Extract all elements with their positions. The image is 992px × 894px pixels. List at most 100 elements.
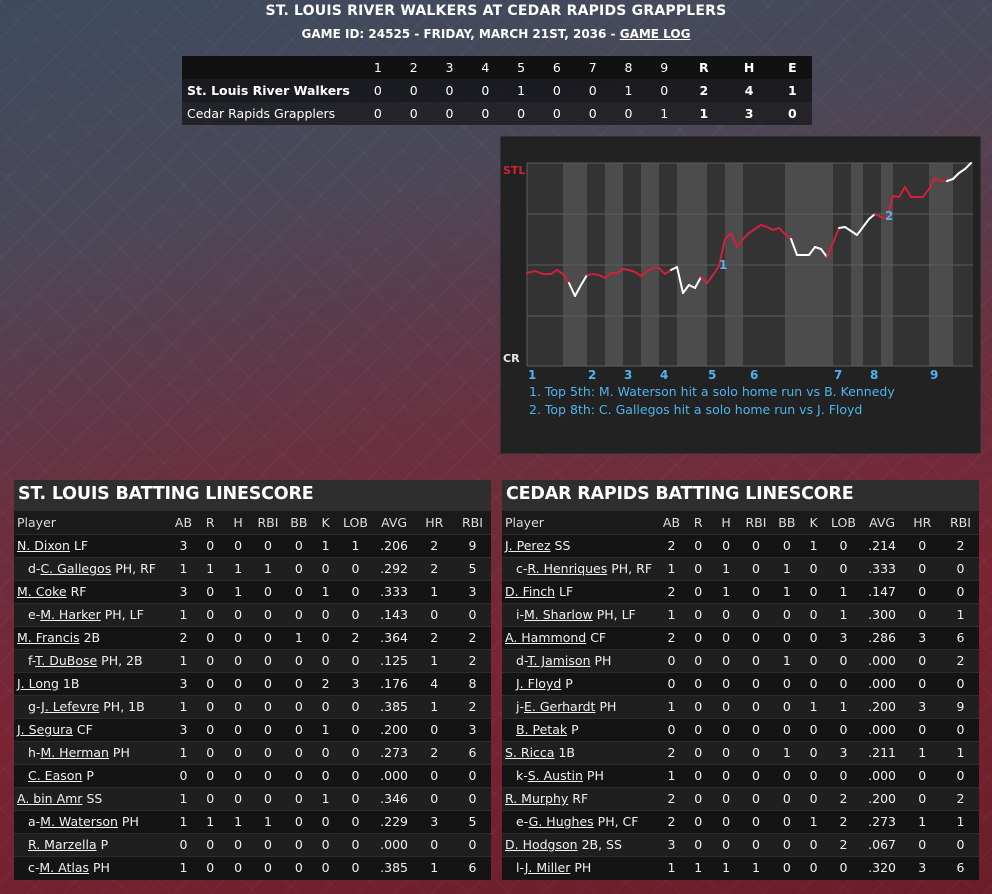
inning-score: 0 bbox=[574, 102, 611, 125]
stat-cell: 0 bbox=[313, 809, 338, 833]
batter-cell: d-C. Gallegos PH, RF bbox=[14, 556, 171, 580]
stat-cell: 2 bbox=[658, 625, 685, 649]
player-name-link[interactable]: S. Ricca bbox=[505, 745, 555, 760]
stat-cell: 0 bbox=[771, 809, 802, 833]
stat-cell: 0 bbox=[941, 717, 979, 741]
stat-cell: 2 bbox=[414, 625, 454, 649]
stat-column-header[interactable]: BB bbox=[771, 511, 802, 534]
player-column-header[interactable]: Player bbox=[14, 511, 171, 534]
player-name-link[interactable]: E. Gerhardt bbox=[523, 699, 596, 714]
stat-cell: 2 bbox=[453, 625, 491, 649]
player-name-link[interactable]: J. Segura bbox=[17, 722, 73, 737]
batter-row: M. Coke RF 3 0 1 0 0 1 0.333 1 3 bbox=[14, 579, 491, 603]
stat-column-header[interactable]: R bbox=[684, 511, 713, 534]
stat-cell: 0 bbox=[801, 717, 826, 741]
page-header: ST. LOUIS RIVER WALKERS AT CEDAR RAPIDS … bbox=[0, 3, 992, 41]
linescore-col-header: 4 bbox=[467, 56, 504, 79]
stat-cell: 0 bbox=[739, 809, 772, 833]
game-log-link[interactable]: GAME LOG bbox=[619, 27, 691, 41]
stat-column-header[interactable]: RBI bbox=[453, 511, 491, 534]
player-name-link[interactable]: N. Dixon bbox=[17, 538, 70, 553]
player-name-link[interactable]: M. Atlas bbox=[39, 860, 89, 876]
win-probability-segment bbox=[598, 274, 606, 279]
player-name-link[interactable]: J. Perez bbox=[505, 538, 551, 553]
inning-score: 0 bbox=[395, 79, 432, 102]
win-probability-segment bbox=[670, 266, 678, 271]
player-name-link[interactable]: B. Petak bbox=[516, 722, 568, 737]
away-batting-panel: ST. LOUIS BATTING LINESCORE Player AB R H RB… bbox=[14, 480, 491, 880]
player-name-link[interactable]: J. Lefevre bbox=[41, 699, 100, 714]
player-position: 2B, SS bbox=[581, 837, 622, 852]
stat-column-header[interactable]: LOB bbox=[825, 511, 862, 534]
player-name-link[interactable]: J. Floyd bbox=[516, 676, 562, 691]
player-name-link[interactable]: M. Harker bbox=[40, 607, 101, 622]
stat-cell: 1 bbox=[170, 648, 197, 672]
player-name-link[interactable]: A. Hammond bbox=[505, 630, 587, 645]
stat-cell: 0 bbox=[684, 694, 713, 718]
stat-cell: 1 bbox=[771, 740, 802, 764]
inning-score: 0 bbox=[538, 102, 575, 125]
stat-column-header[interactable]: H bbox=[712, 511, 740, 534]
stat-cell: 2 bbox=[825, 809, 862, 833]
win-probability-segment bbox=[886, 195, 894, 220]
stat-column-header[interactable]: BB bbox=[283, 511, 314, 534]
player-name-link[interactable]: J. Long bbox=[17, 676, 59, 691]
player-column-header[interactable]: Player bbox=[502, 511, 659, 534]
player-name-link[interactable]: M. Waterson bbox=[40, 814, 118, 829]
player-name-link[interactable]: G. Hughes bbox=[528, 814, 594, 829]
batter-row: S. Ricca 1B 2 0 0 0 1 0 3.211 1 1 bbox=[502, 740, 979, 764]
win-probability-segment bbox=[622, 268, 630, 271]
stat-column-header[interactable]: AB bbox=[170, 511, 197, 534]
player-name-link[interactable]: T. DuBose bbox=[35, 653, 98, 668]
player-position: 2B bbox=[83, 630, 101, 645]
inning-score: 0 bbox=[610, 102, 647, 125]
stat-column-header[interactable]: AB bbox=[658, 511, 685, 534]
batter-row: A. Hammond CF 2 0 0 0 0 0 3.286 3 6 bbox=[502, 625, 979, 649]
stat-column-header[interactable]: RBI bbox=[739, 511, 772, 534]
player-name-link[interactable]: T. Jamison bbox=[527, 653, 591, 668]
player-name-link[interactable]: M. Herman bbox=[40, 745, 109, 760]
player-name-link[interactable]: D. Finch bbox=[505, 584, 556, 599]
player-position: SS bbox=[86, 791, 103, 806]
player-name-link[interactable]: C. Eason bbox=[28, 768, 83, 783]
player-position: CF bbox=[76, 722, 93, 737]
player-name-link[interactable]: S. Austin bbox=[527, 768, 583, 783]
player-name-link[interactable]: A. bin Amr bbox=[17, 791, 83, 806]
stat-cell: 1 bbox=[825, 602, 862, 626]
stat-cell: 0 bbox=[771, 786, 802, 810]
player-name-link[interactable]: M. Sharlow bbox=[523, 607, 593, 622]
stat-column-header[interactable]: LOB bbox=[337, 511, 374, 534]
stat-column-header[interactable]: AVG bbox=[861, 511, 903, 534]
batter-row: B. Petak P 0 0 0 0 0 0 0.000 0 0 bbox=[502, 717, 979, 741]
player-name-link[interactable]: R. Henriques bbox=[527, 561, 608, 576]
player-name-link[interactable]: J. Miller bbox=[524, 860, 571, 876]
stat-column-header[interactable]: K bbox=[313, 511, 338, 534]
player-name-link[interactable]: M. Coke bbox=[17, 584, 67, 599]
home-batting-panel: CEDAR RAPIDS BATTING LINESCORE Player AB R… bbox=[502, 480, 979, 880]
batting-header-row: Player AB R H RBI BB K LOB AVG HR RBI bbox=[14, 511, 491, 534]
player-name-link[interactable]: D. Hodgson bbox=[505, 837, 578, 852]
batter-cell: J. Long 1B bbox=[14, 671, 171, 695]
inning-label: 8 bbox=[870, 368, 878, 382]
stat-column-header[interactable]: H bbox=[224, 511, 252, 534]
stat-cell: 0 bbox=[283, 832, 314, 856]
stat-column-header[interactable]: R bbox=[196, 511, 225, 534]
stat-column-header[interactable]: K bbox=[801, 511, 826, 534]
batter-row: k-S. Austin PH 1 0 0 0 0 0 0.000 0 0 bbox=[502, 763, 979, 787]
stat-cell: 0 bbox=[283, 694, 314, 718]
stat-column-header[interactable]: HR bbox=[902, 511, 942, 534]
win-probability-segment bbox=[904, 186, 912, 198]
stat-cell: .143 bbox=[373, 602, 415, 626]
stat-column-header[interactable]: HR bbox=[414, 511, 454, 534]
player-position: PH, LF bbox=[596, 607, 636, 622]
player-name-link[interactable]: R. Marzella bbox=[28, 837, 97, 852]
stat-column-header[interactable]: AVG bbox=[373, 511, 415, 534]
stat-column-header[interactable]: RBI bbox=[941, 511, 979, 534]
player-name-link[interactable]: M. Francis bbox=[17, 630, 80, 645]
stat-cell: 9 bbox=[941, 694, 979, 718]
player-position: PH, CF bbox=[597, 814, 639, 829]
player-name-link[interactable]: R. Murphy bbox=[505, 791, 569, 806]
stat-cell: 3 bbox=[825, 740, 862, 764]
player-name-link[interactable]: C. Gallegos bbox=[40, 561, 112, 576]
stat-column-header[interactable]: RBI bbox=[251, 511, 284, 534]
